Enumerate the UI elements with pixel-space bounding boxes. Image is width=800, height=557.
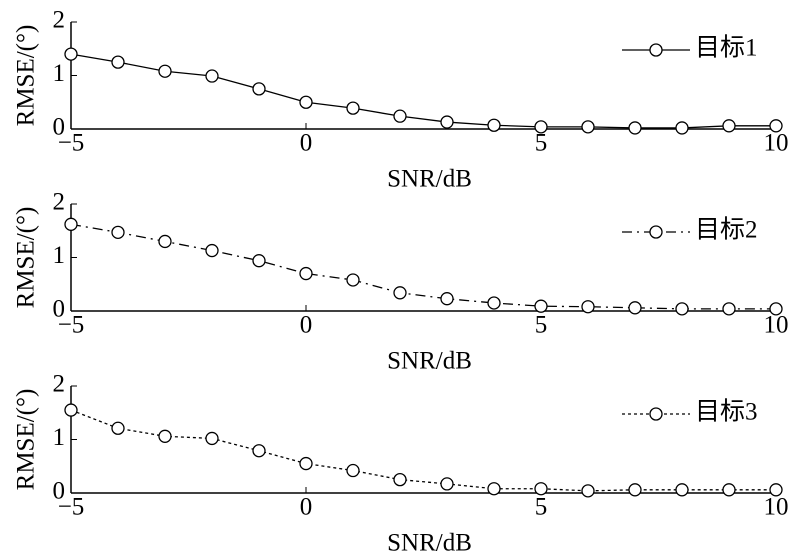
data-point [252, 254, 266, 268]
x-tick-label: 10 [764, 312, 789, 339]
data-point [205, 69, 219, 83]
legend-label: 目标2 [695, 216, 758, 244]
data-point [581, 120, 595, 134]
data-point [628, 121, 642, 135]
data-point [299, 456, 313, 471]
y-axis-label: RMSE/(°) [13, 389, 40, 491]
y-axis-label: RMSE/(°) [13, 25, 40, 127]
y-tick-label: 2 [53, 189, 66, 216]
data-point [769, 302, 783, 316]
data-point [299, 95, 313, 109]
x-tick-label: 0 [300, 494, 313, 521]
y-tick-label: 1 [53, 242, 66, 269]
x-tick-label: 5 [535, 494, 548, 521]
data-point [299, 266, 313, 281]
data-point [158, 234, 172, 249]
data-point [111, 421, 125, 435]
data-point [675, 483, 689, 497]
data-point [534, 120, 548, 134]
data-point [769, 119, 783, 133]
data-point [440, 477, 454, 491]
x-axis-label: SNR/dB [387, 530, 472, 557]
x-tick-label: 10 [764, 130, 789, 157]
data-point [252, 82, 266, 96]
data-point [111, 55, 125, 69]
data-point [158, 64, 172, 78]
data-point [534, 482, 548, 496]
data-point [675, 302, 689, 316]
legend-marker [649, 225, 663, 239]
data-point [158, 429, 172, 443]
legend-label: 目标3 [695, 398, 758, 426]
data-point [628, 483, 642, 497]
data-point [675, 121, 689, 135]
data-point [722, 483, 736, 497]
x-tick-label: 0 [300, 130, 313, 157]
data-point [111, 225, 125, 240]
data-point [722, 119, 736, 133]
y-tick-label: 2 [53, 371, 66, 398]
x-tick-label: 10 [764, 494, 789, 521]
series-line [70, 409, 776, 492]
x-tick-label: −5 [58, 130, 85, 157]
legend-label: 目标1 [695, 34, 758, 62]
y-tick-label: 0 [53, 296, 66, 323]
data-point [346, 101, 360, 115]
x-axis-label: SNR/dB [387, 348, 472, 375]
x-tick-label: −5 [58, 494, 85, 521]
data-point [440, 292, 454, 306]
data-point [628, 301, 642, 315]
data-point [64, 217, 78, 231]
data-point [64, 403, 78, 417]
y-tick-label: 1 [53, 424, 66, 451]
y-tick-label: 0 [53, 478, 66, 505]
data-point [487, 118, 501, 132]
data-point [581, 484, 595, 498]
data-point [393, 472, 407, 487]
x-tick-label: 5 [535, 130, 548, 157]
data-point [205, 431, 219, 446]
data-point [64, 47, 78, 61]
data-point [769, 483, 783, 497]
y-tick-label: 0 [53, 114, 66, 141]
data-point [581, 300, 595, 314]
legend-marker [649, 43, 663, 57]
series-line [70, 223, 776, 310]
x-axis-label: SNR/dB [387, 166, 472, 193]
data-point [487, 482, 501, 496]
data-point [393, 109, 407, 123]
x-tick-label: 5 [535, 312, 548, 339]
x-tick-label: 0 [300, 312, 313, 339]
data-point [252, 444, 266, 458]
data-point [346, 463, 360, 478]
legend-marker [649, 407, 663, 421]
data-point [722, 302, 736, 316]
x-tick-label: −5 [58, 312, 85, 339]
data-point [393, 286, 407, 300]
series-line [70, 53, 776, 129]
data-point [440, 115, 454, 129]
y-tick-label: 2 [53, 7, 66, 34]
data-point [487, 296, 501, 310]
data-point [346, 273, 360, 287]
y-axis-label: RMSE/(°) [13, 207, 40, 309]
y-tick-label: 1 [53, 60, 66, 87]
data-point [205, 243, 219, 258]
data-point [534, 299, 548, 313]
